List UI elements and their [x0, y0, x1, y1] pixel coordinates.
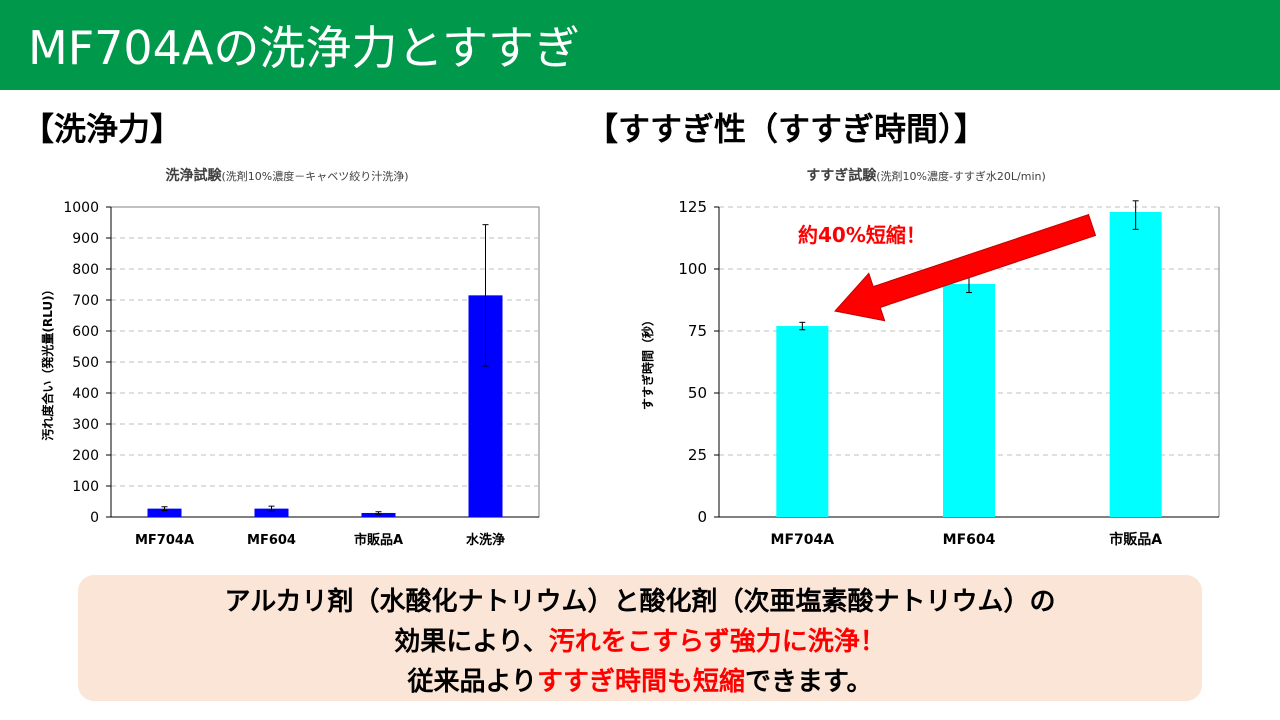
- section-title-rinse: 【すすぎ性（すすぎ時間）】: [586, 110, 987, 148]
- section-title-cleaning: 【洗浄力】: [22, 110, 183, 148]
- category-label: MF604: [247, 533, 296, 548]
- category-label: MF704A: [135, 533, 194, 548]
- bar: [1109, 211, 1162, 517]
- bar: [361, 512, 396, 517]
- y-tick-label: 1000: [63, 200, 99, 216]
- category-label: 水洗浄: [466, 532, 505, 548]
- reduction-arrow: [834, 213, 1097, 322]
- bar: [943, 283, 995, 517]
- y-tick-label: 75: [688, 322, 707, 340]
- category-label: 市販品A: [1109, 531, 1162, 548]
- y-tick-label: 700: [72, 293, 99, 309]
- arrow-shape: [834, 213, 1097, 322]
- callout-line-1-text: アルカリ剤（水酸化ナトリウム）と酸化剤（次亜塩素酸ナトリウム）の: [224, 587, 1056, 617]
- category-label: 市販品A: [354, 532, 403, 548]
- bar: [776, 326, 829, 517]
- category-label: MF604: [943, 532, 996, 548]
- y-tick-label: 600: [72, 324, 99, 340]
- summary-callout: アルカリ剤（水酸化ナトリウム）と酸化剤（次亜塩素酸ナトリウム）の 効果により、汚…: [78, 575, 1202, 701]
- y-tick-label: 900: [72, 231, 99, 247]
- callout-line-1: アルカリ剤（水酸化ナトリウム）と酸化剤（次亜塩素酸ナトリウム）の: [78, 581, 1202, 618]
- callout-line-2: 効果により、汚れをこすらず強力に洗浄！: [78, 621, 1202, 658]
- callout-line-3-b: すすぎ時間も短縮: [537, 667, 746, 697]
- cleaning-chart-svg: 0 100 200 300 400 500 600 700 800 900 1000 MF704A MF…: [40, 167, 540, 548]
- category-label: MF704A: [771, 532, 835, 548]
- y-tick-label: 25: [688, 446, 707, 464]
- y-tick-label: 125: [678, 198, 707, 216]
- callout-line-2-a: 効果により、: [394, 627, 549, 657]
- y-tick-label: 0: [90, 510, 99, 526]
- y-tick-label: 200: [72, 448, 99, 464]
- chart-title: 洗浄試験(洗剤10%濃度－キャベツ絞り汁洗浄): [165, 167, 408, 184]
- callout-line-3: 従来品よりすすぎ時間も短縮できます。: [78, 661, 1202, 698]
- y-tick-label: 800: [72, 262, 99, 278]
- page-title: MF704Aの洗浄力とすすぎ: [28, 21, 581, 75]
- y-tick-label: 300: [72, 417, 99, 433]
- chart-title: すすぎ試験(洗剤10%濃度-すすぎ水20L/min): [806, 167, 1046, 184]
- y-tick-label: 400: [72, 386, 99, 402]
- y-tick-label: 50: [688, 384, 707, 402]
- y-axis-label: すすぎ時間（秒）: [640, 314, 655, 410]
- y-tick-label: 100: [678, 260, 707, 278]
- y-tick-label: 100: [72, 479, 99, 495]
- bar: [254, 508, 289, 517]
- bar: [147, 508, 182, 517]
- y-axis-label: 汚れ度合い（発光量(RLU)）: [40, 283, 55, 440]
- cleaning-chart: 0 100 200 300 400 500 600 700 800 900 1000 MF704A MF…: [30, 150, 560, 560]
- y-tick-label: 0: [697, 508, 707, 526]
- rinse-chart: 0 25 50 75 100 125 MF704A MF604 市販品A すすぎ試験(洗剤10%濃…: [630, 150, 1230, 560]
- header-bar: MF704Aの洗浄力とすすぎ: [0, 0, 1280, 90]
- callout-line-3-a: 従来品より: [407, 667, 538, 697]
- rinse-chart-svg: 0 25 50 75 100 125 MF704A MF604 市販品A すすぎ試験(洗剤10%濃…: [640, 167, 1220, 548]
- callout-line-3-c: できます。: [745, 667, 873, 697]
- reduction-label: 約40%短縮！: [798, 223, 926, 247]
- plot-area: [110, 206, 540, 518]
- callout-line-2-b: 汚れをこすらず強力に洗浄！: [548, 627, 886, 657]
- y-tick-label: 500: [72, 355, 99, 371]
